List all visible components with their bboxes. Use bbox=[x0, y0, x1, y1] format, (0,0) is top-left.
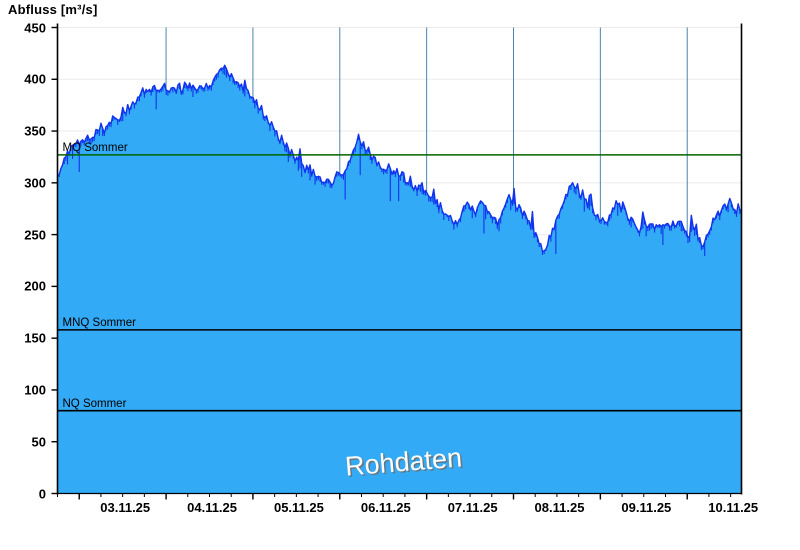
y-tick-label: 450 bbox=[24, 20, 46, 35]
x-tick-label: 07.11.25 bbox=[447, 500, 498, 515]
x-tick-label: 04.11.25 bbox=[187, 500, 238, 515]
y-tick-label: 400 bbox=[24, 71, 46, 87]
y-tick-label: 150 bbox=[24, 330, 46, 346]
x-tick-label: 08.11.25 bbox=[534, 500, 585, 515]
y-tick-label: 0 bbox=[38, 486, 46, 501]
y-tick-label: 200 bbox=[24, 278, 46, 294]
axis-frame bbox=[56, 23, 743, 495]
discharge-area-series bbox=[56, 64, 743, 494]
reference-lines-group bbox=[57, 154, 742, 412]
axis-tick-marks bbox=[51, 26, 732, 500]
y-tick-label: 350 bbox=[24, 123, 46, 139]
y-tick-label: 100 bbox=[24, 382, 46, 398]
x-tick-label: 03.11.25 bbox=[100, 500, 151, 515]
x-tick-label: 06.11.25 bbox=[360, 500, 411, 515]
y-axis-title: Abfluss [m³/s] bbox=[8, 2, 98, 17]
threshold-label-mnq: MNQ Sommer bbox=[62, 316, 136, 329]
x-tick-label: 05.11.25 bbox=[273, 500, 324, 515]
y-tick-label: 250 bbox=[24, 227, 46, 243]
threshold-label-mq: MQ Sommer bbox=[62, 141, 128, 154]
y-tick-label: 50 bbox=[31, 434, 46, 450]
x-tick-label: 10.11.25 bbox=[708, 500, 759, 515]
threshold-label-nq: NQ Sommer bbox=[62, 397, 127, 410]
y-tick-label: 300 bbox=[24, 175, 46, 191]
x-tick-label: 09.11.25 bbox=[621, 500, 672, 515]
